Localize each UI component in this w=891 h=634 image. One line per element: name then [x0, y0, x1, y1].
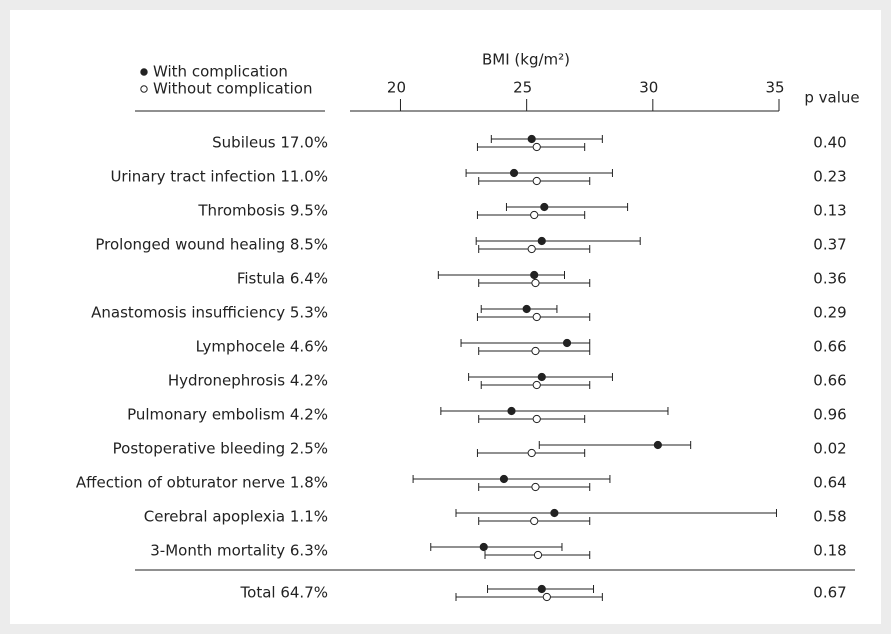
point [531, 346, 540, 356]
p-header: p value [804, 89, 859, 107]
point [531, 482, 540, 492]
point [530, 516, 539, 526]
x-tick-label: 20 [387, 79, 406, 97]
panel [10, 10, 881, 624]
point [562, 338, 572, 348]
p-value: 0.23 [813, 168, 846, 186]
point [527, 134, 536, 144]
row-label: Urinary tract infection 11.0% [110, 168, 328, 186]
point [531, 278, 540, 288]
x-tick-label: 35 [765, 79, 784, 97]
row-label: 3-Month mortality 6.3% [150, 542, 328, 560]
p-value: 0.40 [813, 134, 846, 152]
point [530, 210, 539, 220]
legend-label: Without complication [153, 80, 312, 98]
p-value: 0.29 [813, 304, 846, 322]
point [527, 448, 536, 458]
point [532, 312, 541, 322]
p-value: 0.18 [813, 542, 846, 560]
p-value: 0.64 [813, 474, 846, 492]
p-value: 0.96 [813, 406, 846, 424]
legend-marker [140, 85, 148, 93]
point [509, 168, 519, 178]
row-label: Subileus 17.0% [212, 134, 328, 152]
p-value: 0.66 [813, 372, 846, 390]
p-value: 0.58 [813, 508, 846, 526]
point [537, 236, 546, 246]
point [532, 142, 541, 152]
row-label: Fistula 6.4% [237, 270, 328, 288]
row-label: Thrombosis 9.5% [197, 202, 328, 220]
p-value: 0.67 [813, 584, 846, 602]
x-tick-label: 30 [639, 79, 658, 97]
row-label: Anastomosis insufficiency 5.3% [91, 304, 328, 322]
p-value: 0.02 [813, 440, 846, 458]
point [530, 270, 539, 280]
x-axis-label: BMI (kg/m²) [482, 51, 570, 69]
point [653, 440, 662, 450]
point [527, 244, 536, 254]
p-value: 0.36 [813, 270, 846, 288]
point [499, 474, 509, 484]
point [550, 508, 559, 518]
legend-marker [140, 68, 148, 76]
point [532, 380, 541, 390]
point [533, 550, 543, 560]
point [542, 592, 551, 602]
legend-label: With complication [153, 63, 288, 81]
row-label: Affection of obturator nerve 1.8% [76, 474, 328, 492]
row-label: Postoperative bleeding 2.5% [113, 440, 328, 458]
point [540, 202, 549, 212]
row-label: Cerebral apoplexia 1.1% [144, 508, 328, 526]
p-value: 0.37 [813, 236, 846, 254]
point [537, 372, 546, 382]
point [532, 414, 541, 424]
point [537, 584, 546, 594]
row-label: Lymphocele 4.6% [196, 338, 328, 356]
point [522, 304, 531, 314]
row-label: Hydronephrosis 4.2% [168, 372, 328, 390]
p-value: 0.13 [813, 202, 846, 220]
row-label: Pulmonary embolism 4.2% [127, 406, 328, 424]
point [532, 176, 541, 186]
p-value: 0.66 [813, 338, 846, 356]
row-label: Total 64.7% [240, 584, 328, 602]
point [507, 406, 516, 416]
row-label: Prolonged wound healing 8.5% [95, 236, 328, 254]
point [479, 542, 488, 552]
x-tick-label: 25 [513, 79, 532, 97]
